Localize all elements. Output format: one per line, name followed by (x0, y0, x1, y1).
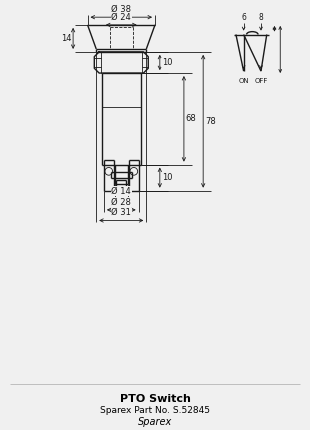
Text: OFF: OFF (254, 78, 268, 84)
Text: 68: 68 (186, 114, 197, 123)
Text: Sparex Part No. S.52845: Sparex Part No. S.52845 (100, 406, 210, 415)
Text: Ø 38: Ø 38 (111, 5, 131, 14)
Text: 10: 10 (162, 58, 172, 67)
Text: Ø 24: Ø 24 (111, 12, 131, 22)
Text: PTO Switch: PTO Switch (120, 394, 190, 404)
Text: 6: 6 (241, 13, 246, 22)
Text: ON: ON (238, 78, 249, 84)
Text: 14: 14 (62, 34, 72, 43)
Text: Ø 14: Ø 14 (111, 187, 131, 196)
Text: 10: 10 (162, 173, 172, 182)
Text: 8: 8 (259, 13, 263, 22)
Text: Ø 31: Ø 31 (111, 208, 131, 217)
Text: Ø 28: Ø 28 (111, 197, 131, 206)
Text: 78: 78 (205, 117, 216, 126)
Text: Sparex: Sparex (138, 417, 172, 427)
